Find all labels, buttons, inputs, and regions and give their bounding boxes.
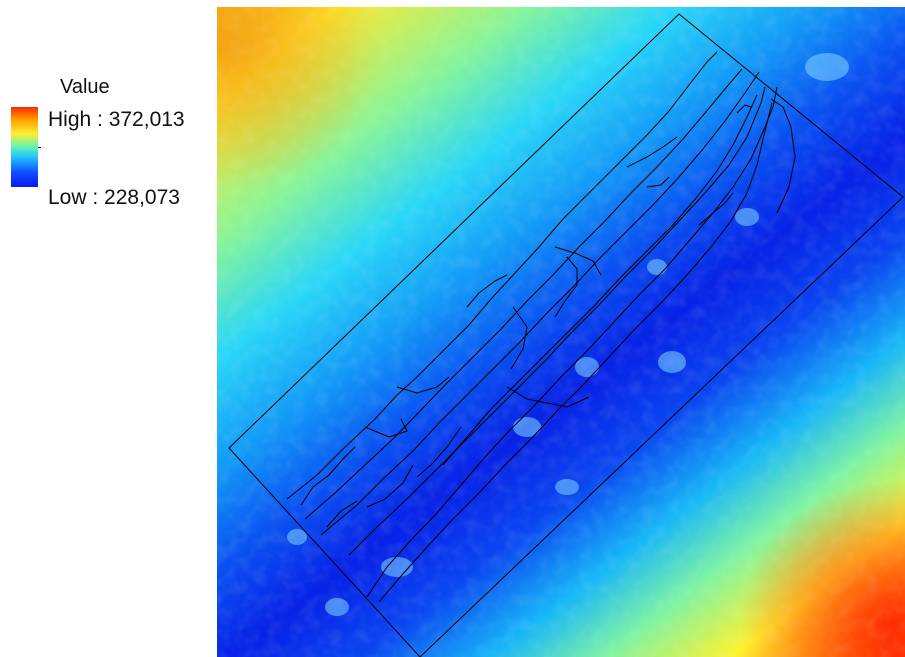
legend-tick [38, 147, 41, 148]
legend-title: Value [60, 76, 110, 98]
legend-low-label: Low : 228,073 [48, 186, 180, 209]
channel-unit-outlines [286, 51, 796, 603]
raster-map[interactable] [217, 7, 905, 657]
legend-high-label: High : 372,013 [48, 108, 185, 131]
study-area-boundary [228, 13, 904, 657]
surface-texture [217, 7, 905, 657]
legend: Value High : 372,013 Low : 228,073 [0, 0, 215, 657]
light-patches [287, 53, 849, 616]
legend-color-ramp [11, 107, 38, 187]
